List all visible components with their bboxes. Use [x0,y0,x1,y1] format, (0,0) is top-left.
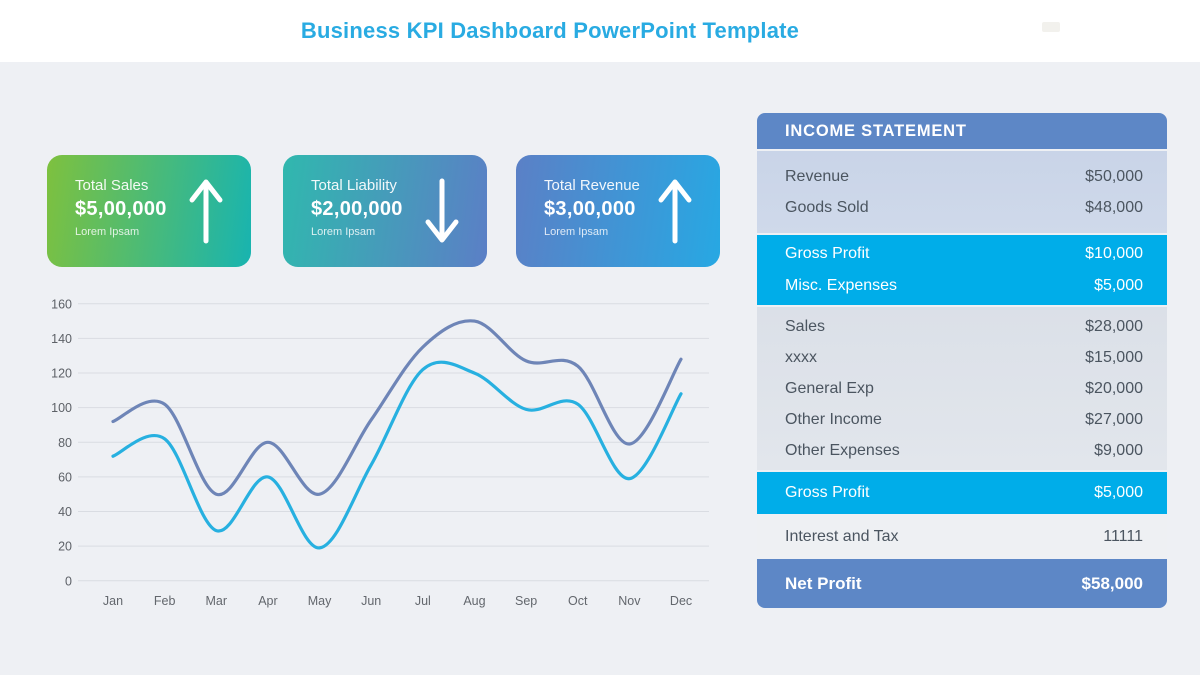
kpi-card-total-sales[interactable]: Total Sales $5,00,000 Lorem Ipsam [47,155,251,267]
row-value: 11111 [1103,528,1143,545]
row-value: $48,000 [1085,199,1143,216]
kpi-card-subtitle: Lorem Ipsam [544,226,609,238]
x-axis-tick-label: Apr [258,594,277,608]
kpi-card-subtitle: Lorem Ipsam [75,226,140,238]
table-section-gross-profit-2: Gross Profit $5,000 [757,472,1167,514]
x-axis-tick-label: May [308,594,332,608]
kpi-card-value: $2,00,000 [311,198,403,220]
row-value: $15,000 [1085,349,1143,366]
table-row[interactable]: Gross Profit $10,000 [757,238,1167,270]
y-axis-tick-label: 80 [58,436,72,450]
kpi-card-label: Total Sales [75,177,149,194]
row-value: $27,000 [1085,411,1143,428]
up-arrow-icon [658,179,692,244]
y-axis-tick-label: 60 [58,470,72,484]
row-label: Net Profit [785,574,862,593]
kpi-card-label: Total Revenue [544,177,640,194]
row-label: Gross Profit [785,245,870,262]
kpi-card-value: $5,00,000 [75,198,167,220]
table-row[interactable]: Other Income $27,000 [757,404,1167,435]
row-label: Misc. Expenses [785,277,898,294]
kpi-card-value: $3,00,000 [544,198,636,220]
row-value: $58,000 [1081,574,1143,593]
x-axis-tick-label: Nov [618,594,641,608]
x-axis-tick-label: Feb [154,594,176,608]
income-statement-header: INCOME STATEMENT [757,113,1167,149]
x-axis-tick-label: Sep [515,594,537,608]
row-value: $5,000 [1094,277,1143,294]
row-label: xxxx [785,349,817,366]
kpi-line-chart-svg: 0 20 40 60 80 100 120 140 160 Jan Feb Mar Apr May Jun J… [51,297,709,608]
table-row[interactable]: General Exp $20,000 [757,373,1167,404]
y-axis-tick-label: 120 [51,367,72,381]
income-statement-table[interactable]: INCOME STATEMENT Revenue $50,000 Goods S… [757,113,1167,608]
table-section-gross-profit: Gross Profit $10,000 Misc. Expenses $5,0… [757,235,1167,305]
row-label: Goods Sold [785,199,869,216]
y-axis-tick-label: 20 [58,540,72,554]
y-axis-tick-label: 160 [51,297,72,311]
y-axis-tick-label: 100 [51,401,72,415]
table-row[interactable]: Sales $28,000 [757,311,1167,342]
kpi-card-total-liability[interactable]: Total Liability $2,00,000 Lorem Ipsam [283,155,487,267]
chart-series-upper-line [111,319,683,496]
table-section-expenses: Sales $28,000 xxxx $15,000 General Exp $… [757,307,1167,470]
x-axis-tick-label: Oct [568,594,588,608]
row-value: $28,000 [1085,318,1143,335]
y-axis-tick-label: 40 [58,505,72,519]
table-row[interactable]: Gross Profit $5,000 [757,477,1167,509]
x-axis-tick-label: Dec [670,594,692,608]
row-value: $9,000 [1094,442,1143,459]
table-row[interactable]: Misc. Expenses $5,000 [757,270,1167,302]
up-arrow-icon [189,179,223,244]
kpi-card-label: Total Liability [311,177,397,194]
table-section-net-profit: Net Profit $58,000 [757,559,1167,608]
kpi-card-row: Total Sales $5,00,000 Lorem Ipsam Total … [47,155,727,267]
row-value: $50,000 [1085,168,1143,185]
page-title: Business KPI Dashboard PowerPoint Templa… [300,18,800,43]
row-label: Other Income [785,411,882,428]
x-axis-tick-label: Jul [415,594,431,608]
down-arrow-icon [425,178,459,243]
kpi-card-subtitle: Lorem Ipsam [311,226,376,238]
row-label: Sales [785,318,826,335]
row-label: Other Expenses [785,442,900,459]
y-axis-tick-label: 0 [65,574,72,588]
row-label: Gross Profit [785,484,870,501]
x-axis-tick-label: Jan [103,594,123,608]
row-value: $10,000 [1085,245,1143,262]
y-axis-tick-label: 140 [51,332,72,346]
table-row[interactable]: Goods Sold $48,000 [757,192,1167,223]
table-section-revenue: Revenue $50,000 Goods Sold $48,000 [757,151,1167,233]
kpi-card-total-revenue[interactable]: Total Revenue $3,00,000 Lorem Ipsam [516,155,720,267]
chart-series-lower-line [111,360,683,550]
watermark-mark [1042,22,1060,32]
x-axis-tick-label: Aug [463,594,485,608]
table-row[interactable]: Interest and Tax 11111 [757,521,1167,552]
row-label: Interest and Tax [785,528,899,545]
row-label: General Exp [785,380,874,397]
row-value: $5,000 [1094,484,1143,501]
table-section-interest: Interest and Tax 11111 [757,516,1167,557]
title-bar: Business KPI Dashboard PowerPoint Templa… [0,0,1200,62]
x-axis-tick-label: Jun [361,594,381,608]
row-label: Revenue [785,168,850,185]
table-row[interactable]: Other Expenses $9,000 [757,435,1167,466]
row-value: $20,000 [1085,380,1143,397]
x-axis-tick-label: Mar [206,594,228,608]
table-row[interactable]: xxxx $15,000 [757,342,1167,373]
table-row[interactable]: Net Profit $58,000 [757,567,1167,600]
table-row[interactable]: Revenue $50,000 [757,161,1167,192]
monthly-trend-line-chart[interactable]: 0 20 40 60 80 100 120 140 160 Jan Feb Mar Apr May Jun J… [44,294,720,624]
